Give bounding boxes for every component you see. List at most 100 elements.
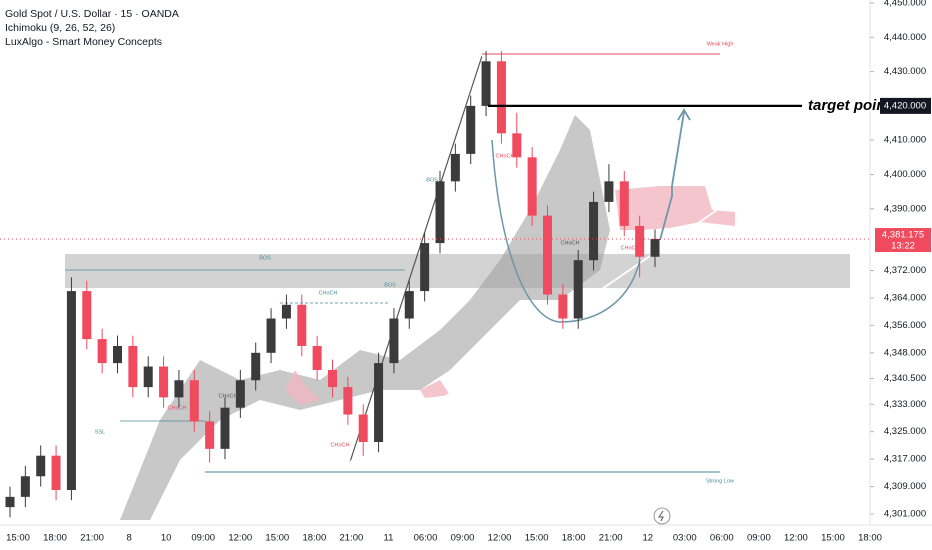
x-tick-label: 8 (126, 533, 131, 544)
y-tick-label: 4,325.000 (884, 426, 926, 437)
y-tick-label: 4,356.000 (884, 320, 926, 331)
x-tick-label: 12:00 (228, 533, 252, 544)
candle-body (82, 291, 92, 340)
y-tick-label: 4,390.000 (884, 203, 926, 214)
candle-body (174, 380, 184, 398)
candle-body (312, 345, 322, 370)
candle-body (235, 380, 245, 408)
y-tick-label: 4,410.000 (884, 135, 926, 146)
x-tick-label: 12:00 (784, 533, 808, 544)
x-tick-label: 06:00 (414, 533, 438, 544)
candle-body (527, 157, 537, 216)
target-text: target point (808, 97, 891, 114)
x-tick-label: 09:00 (451, 533, 475, 544)
candle-body (650, 239, 660, 257)
x-tick-label: 12 (642, 533, 653, 544)
x-tick-label: 15:00 (525, 533, 549, 544)
x-tick-label: 11 (383, 533, 393, 544)
candle-body (36, 455, 46, 477)
annotation: CHoCH (331, 442, 350, 448)
zone (65, 254, 850, 288)
candle-body (343, 387, 353, 415)
y-tick-label: 4,317.000 (884, 454, 926, 465)
annotation: Weak High (707, 41, 734, 47)
triangle-line (481, 55, 801, 154)
candle-body (374, 363, 384, 442)
x-tick-label: 10 (161, 533, 172, 544)
candle-body (297, 304, 307, 346)
candle-body (159, 366, 169, 398)
x-tick-label: 06:00 (710, 533, 734, 544)
candle-body (113, 345, 122, 364)
y-tick-label: 4,340.500 (884, 373, 926, 384)
candle-body (281, 304, 291, 319)
candle-body (435, 181, 445, 244)
candle-body (51, 455, 61, 490)
cup-curve (491, 139, 641, 323)
x-tick-label: 18:00 (858, 533, 882, 544)
x-tick-label: 18:00 (43, 533, 67, 544)
candle-body (66, 291, 76, 490)
candle-body (635, 225, 645, 257)
y-tick-label: 4,301.000 (884, 509, 926, 520)
trend-line (349, 55, 483, 463)
y-tick-label: 4,348.000 (884, 347, 926, 358)
x-tick-label: 03:00 (673, 533, 697, 544)
annotation: SSL (95, 429, 105, 435)
countdown-label: 13:22 (891, 241, 915, 252)
x-tick-label: 15:00 (6, 533, 30, 544)
candle-body (20, 476, 30, 497)
event-bolt (658, 510, 664, 522)
x-tick-label: 21:00 (80, 533, 104, 544)
indicator-label: LuxAlgo - Smart Money Concepts (5, 36, 162, 48)
candle-body (266, 318, 276, 353)
annotation: BOS (384, 282, 396, 288)
candle-body (558, 294, 568, 319)
arrow-head (677, 108, 691, 121)
target-label: 4,420.000 (884, 100, 926, 111)
candle-body (619, 181, 629, 226)
y-tick-label: 4,309.000 (884, 481, 926, 492)
x-tick-label: 15:00 (821, 533, 845, 544)
annotation: CHoCH (621, 245, 640, 251)
event-icon[interactable] (653, 507, 671, 525)
x-tick-label: 18:00 (302, 533, 326, 544)
x-tick-label: 18:00 (562, 533, 586, 544)
x-tick-label: 09:00 (747, 533, 771, 544)
annotation: BOS (259, 255, 271, 261)
x-tick-label: 21:00 (599, 533, 623, 544)
y-tick-label: 4,364.000 (884, 292, 926, 303)
indicator-label: Ichimoku (9, 26, 52, 26) (5, 22, 115, 34)
annotation: Strong Low (706, 478, 734, 484)
y-tick-label: 4,400.000 (884, 169, 926, 180)
candle-body (404, 291, 414, 319)
candle-body (328, 369, 337, 388)
y-tick-label: 4,333.000 (884, 399, 926, 410)
candle-body (604, 181, 614, 202)
candle-body (420, 243, 430, 292)
y-tick-label: 4,430.000 (884, 66, 926, 77)
x-tick-label: 12:00 (488, 533, 512, 544)
candle-body (466, 105, 476, 154)
annotation: CHoCH (319, 290, 338, 296)
candle-body (189, 380, 199, 422)
candle-body (543, 215, 552, 295)
candle-body (481, 61, 491, 106)
candle-body (589, 201, 599, 261)
candle-body (143, 366, 153, 388)
target-box (880, 97, 931, 114)
candle-body (5, 496, 15, 508)
y-tick-label: 4,440.000 (884, 32, 926, 43)
candle-body (220, 407, 230, 449)
projection-arrow (659, 111, 685, 241)
candle-body (97, 339, 107, 364)
x-tick-label: 21:00 (340, 533, 364, 544)
ichimoku-cloud (120, 115, 610, 520)
candle-body (450, 153, 460, 182)
annotation: CHoCH (561, 240, 580, 246)
candle-body (128, 345, 138, 388)
ichimoku-cloud-bull (420, 380, 450, 398)
current-price-label: 4,381.175 (882, 230, 924, 241)
candle-body (573, 260, 583, 319)
